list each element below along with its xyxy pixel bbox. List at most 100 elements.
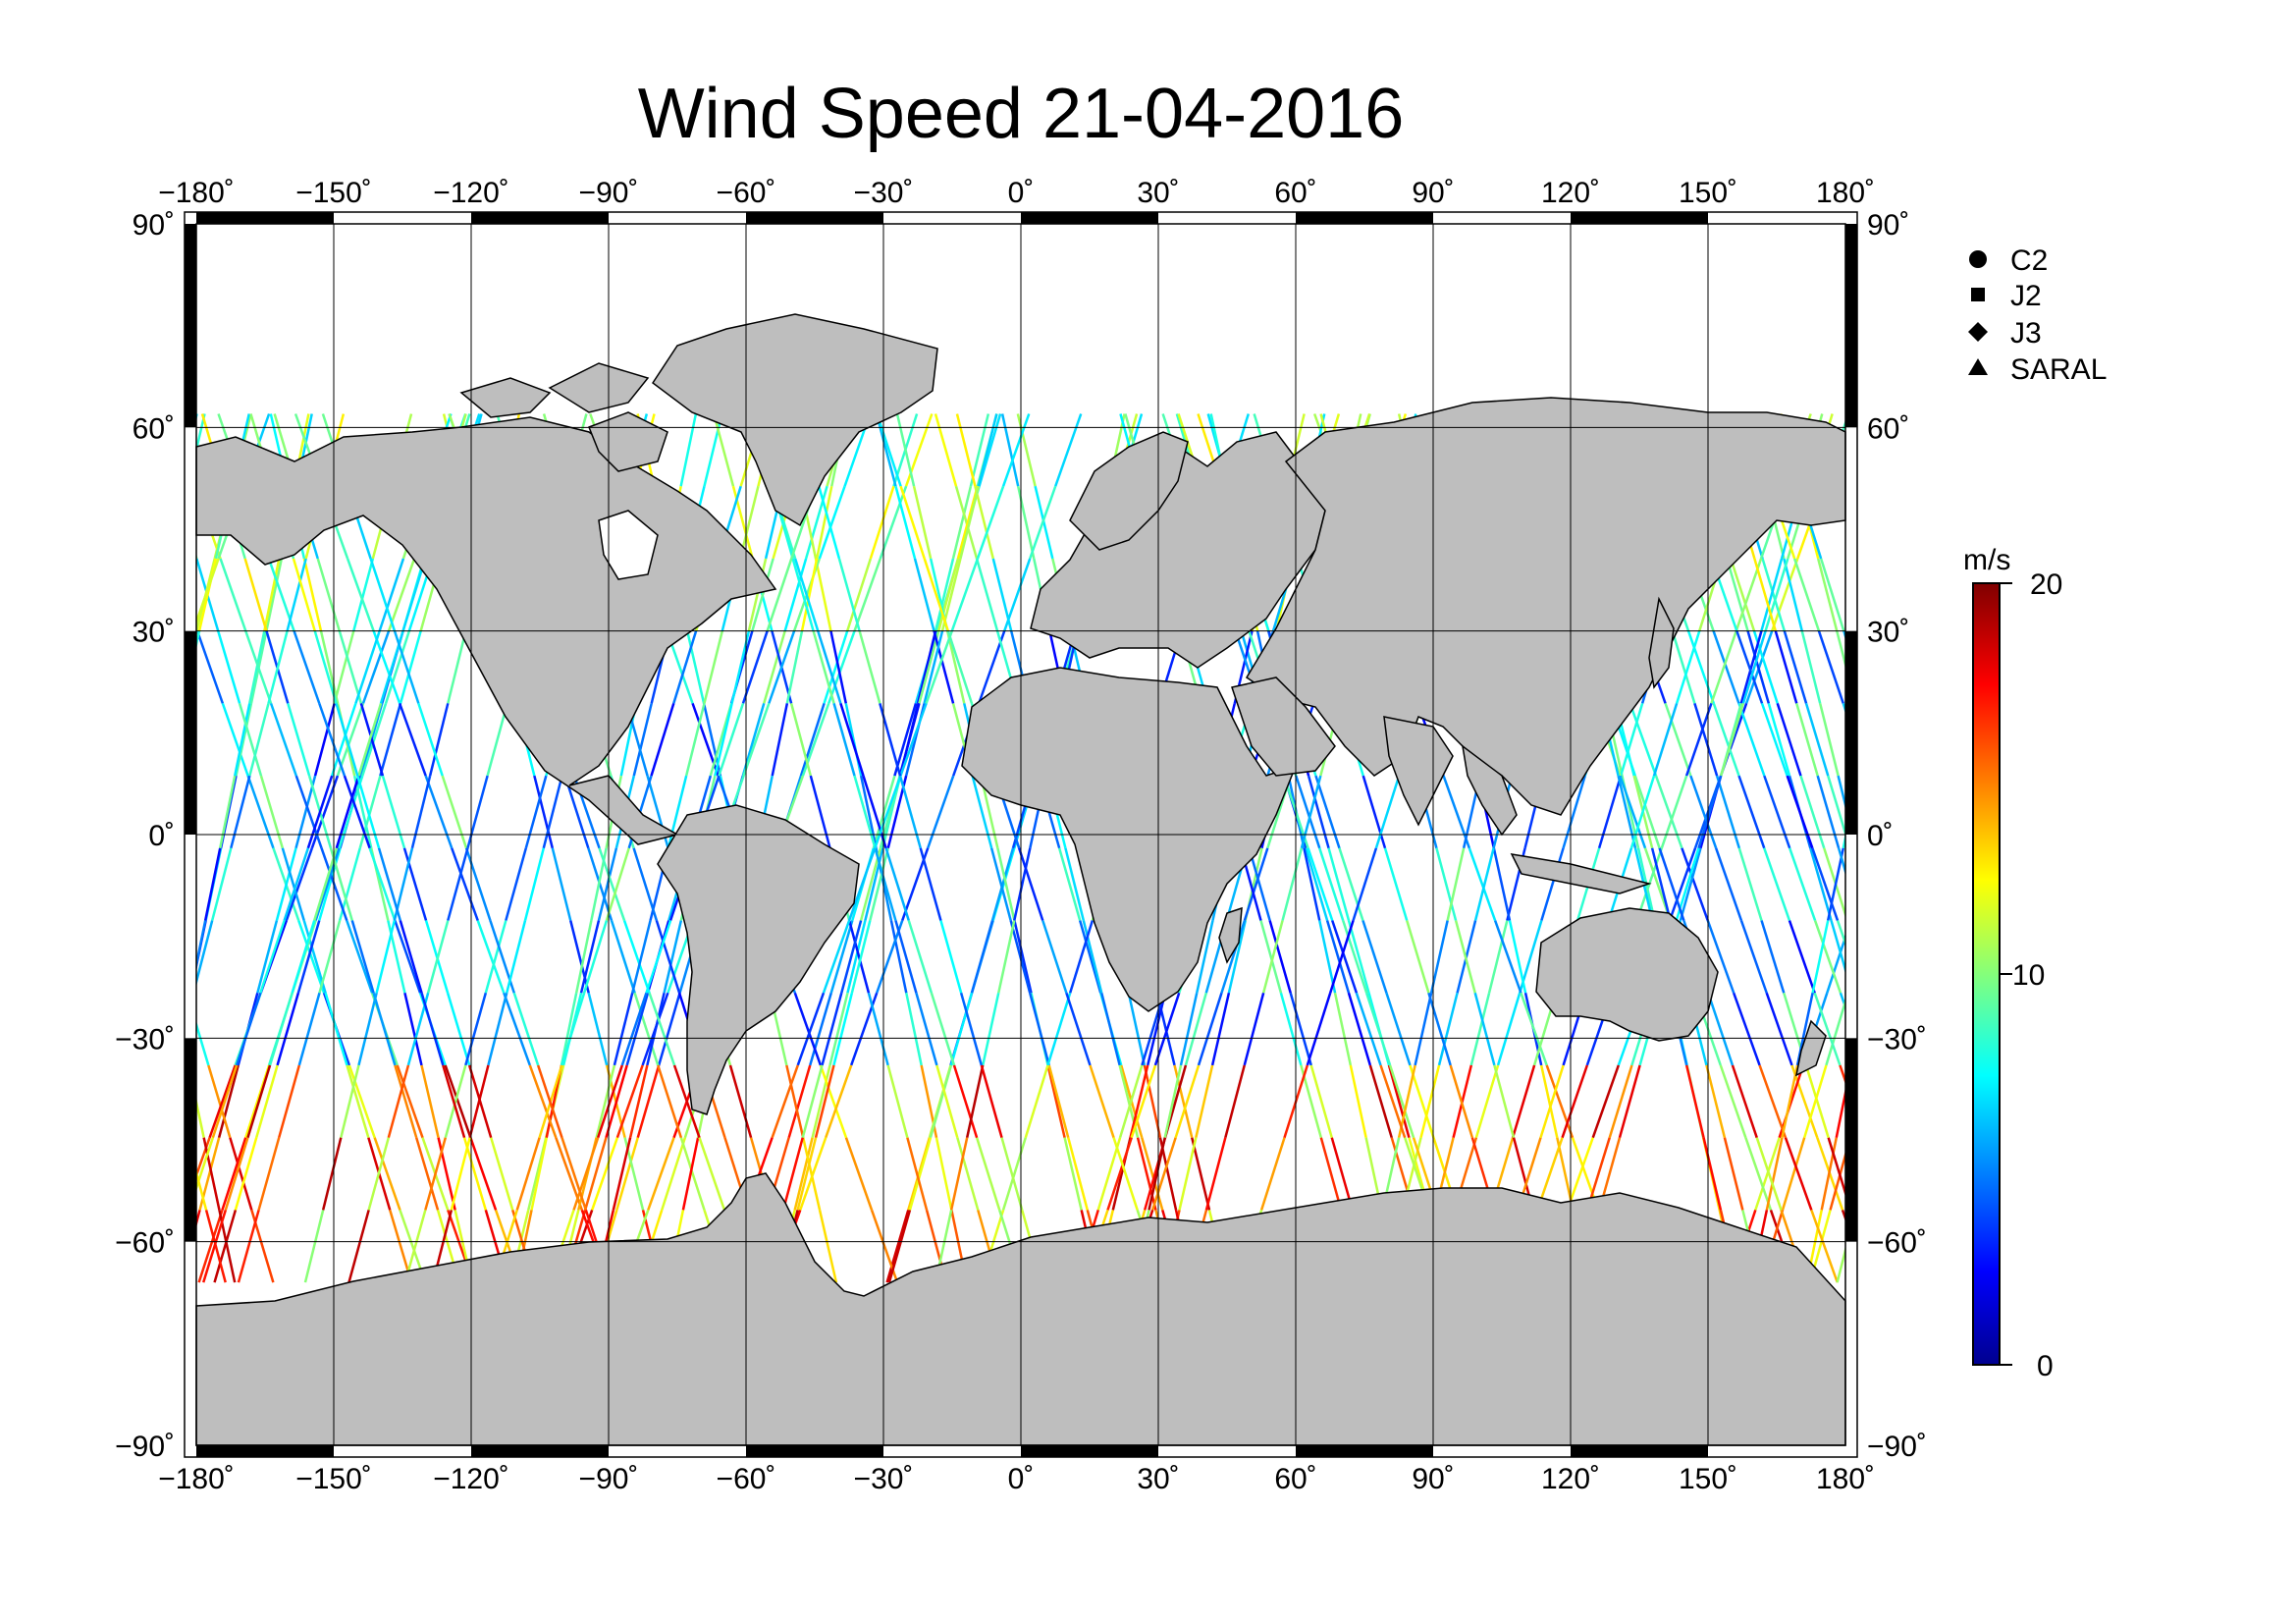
track-segment	[1686, 630, 1715, 704]
track-segment	[313, 630, 338, 704]
track-segment	[859, 775, 878, 849]
track-segment	[679, 413, 698, 487]
track-segment	[597, 847, 618, 921]
track-segment	[464, 992, 488, 1066]
track-segment	[357, 703, 383, 777]
track-segment	[898, 703, 921, 777]
track-segment	[142, 848, 158, 921]
track-segment	[0, 776, 17, 848]
lon-tick-label-bottom: −60˚	[717, 1463, 776, 1495]
track-segment	[583, 1137, 608, 1211]
track-segment	[248, 703, 270, 777]
track-segment	[1760, 702, 1789, 777]
track-segment	[120, 703, 136, 776]
track-segment	[1303, 847, 1321, 921]
track-segment	[595, 1064, 616, 1138]
track-segment	[1174, 1064, 1201, 1139]
track-segment	[347, 1210, 370, 1283]
lat-tick-label-left: −90˚	[115, 1431, 175, 1463]
track-segment	[703, 630, 724, 704]
track-segment	[464, 847, 492, 921]
track-segment	[971, 775, 993, 849]
track-segment	[1781, 1137, 1806, 1211]
track-segment	[2023, 414, 2041, 487]
land-australia	[1535, 907, 1719, 1042]
track-segment	[561, 992, 586, 1066]
track-segment	[1802, 1064, 1828, 1139]
track-segment	[340, 1064, 360, 1138]
track-segment	[844, 1137, 874, 1211]
track-segment	[59, 921, 77, 994]
track-segment	[1184, 992, 1207, 1066]
land-arabia	[1231, 676, 1336, 777]
track-segment	[1744, 1137, 1773, 1211]
track-segment	[884, 847, 910, 921]
track-segment	[2143, 1210, 2165, 1282]
track-segment	[846, 920, 867, 994]
track-segment	[846, 558, 873, 632]
track-segment	[267, 630, 289, 704]
track-segment	[1712, 630, 1740, 704]
track-segment	[1714, 847, 1743, 921]
track-segment	[108, 921, 125, 994]
track-segment	[789, 703, 813, 777]
lon-tick-label-top: 150˚	[1679, 177, 1737, 209]
track-segment	[197, 1210, 224, 1283]
track-segment	[2247, 993, 2271, 1065]
track-segment	[1191, 1137, 1211, 1211]
track-segment	[2073, 848, 2099, 921]
track-segment	[2265, 1210, 2285, 1282]
track-segment	[1024, 1064, 1049, 1139]
track-segment	[2159, 848, 2179, 921]
track-segment	[2180, 1210, 2195, 1282]
track-segment	[1148, 1137, 1166, 1211]
frame-bar-bottom	[471, 1445, 609, 1457]
track-segment	[1910, 703, 1925, 776]
track-segment	[898, 775, 922, 849]
track-segment	[1763, 847, 1791, 921]
track-segment	[86, 414, 110, 487]
track-segment	[33, 414, 53, 487]
track-segment	[1318, 920, 1337, 994]
track-segment	[615, 1137, 639, 1211]
lat-tick-label-left: 30˚	[133, 617, 175, 649]
track-segment	[24, 559, 40, 631]
track-segment	[663, 920, 683, 994]
track-segment	[523, 847, 545, 921]
track-segment	[224, 1137, 249, 1211]
track-segment	[1706, 920, 1735, 994]
track-segment	[1715, 775, 1741, 849]
track-segment	[487, 992, 508, 1066]
track-segment	[486, 703, 508, 777]
track-segment	[1379, 1064, 1407, 1139]
track-segment	[246, 775, 275, 849]
track-segment	[811, 1064, 831, 1138]
track-segment	[50, 776, 70, 848]
track-segment	[384, 630, 411, 704]
track-segment	[959, 485, 981, 560]
track-segment	[997, 920, 1016, 994]
track-segment	[428, 703, 450, 777]
colorbar-unit: m/s	[1963, 544, 2010, 576]
track-segment	[970, 920, 994, 994]
track-segment	[1912, 848, 1935, 921]
lat-tick-label-right: 0˚	[1867, 820, 1894, 852]
track-segment	[1789, 847, 1817, 921]
track-segment	[1858, 703, 1874, 776]
track-segment	[1449, 1064, 1474, 1139]
track-segment	[2138, 776, 2159, 848]
track-segment	[16, 631, 39, 704]
track-segment	[346, 920, 374, 994]
track-segment	[1352, 847, 1378, 921]
track-segment	[63, 486, 86, 559]
track-segment	[1562, 775, 1586, 849]
track-segment	[2215, 1138, 2229, 1211]
track-segment	[0, 414, 1, 487]
track-segment	[1697, 775, 1723, 849]
track-segment	[530, 1137, 548, 1211]
track-segment	[118, 776, 143, 848]
lat-tick-label-left: 60˚	[133, 412, 175, 445]
track-segment	[975, 1137, 1001, 1211]
lon-tick-label-top: −150˚	[295, 177, 372, 209]
track-segment	[398, 702, 427, 777]
